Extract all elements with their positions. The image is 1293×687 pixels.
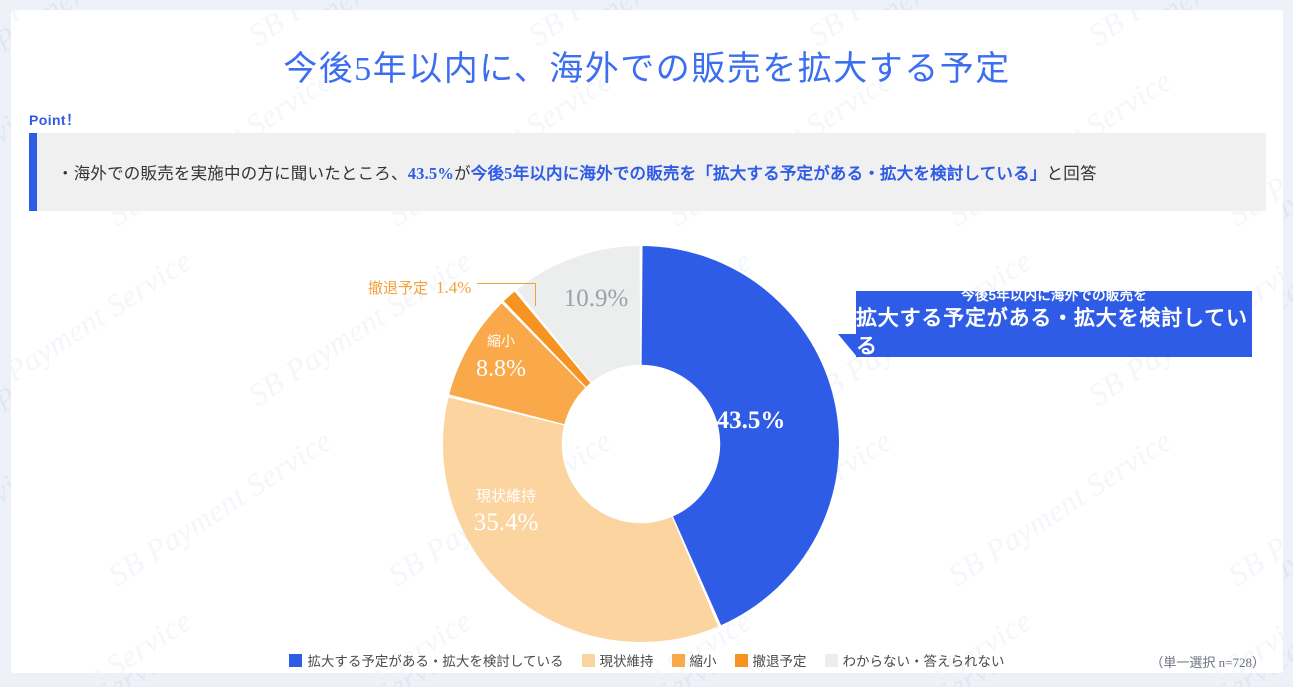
point-text-highlight-percent: 43.5%: [407, 164, 455, 183]
donut-slice[interactable]: わからない・答えられない 10.9%: [516, 246, 641, 383]
chart-legend: 拡大する予定がある・拡大を検討している 現状維持 縮小 撤退予定 わからない・答えられな…: [11, 650, 1283, 670]
point-label: Point！: [29, 112, 81, 128]
legend-item[interactable]: 縮小: [671, 650, 717, 670]
slice-value-withdraw: 1.4%: [436, 278, 472, 297]
legend-item[interactable]: わからない・答えられない: [824, 650, 1005, 670]
card-content: 今後5年以内に、海外での販売を拡大する予定 Point！ ・海外での販売を実施中…: [11, 10, 1283, 673]
legend-item[interactable]: 現状維持: [581, 650, 654, 670]
point-text-middle: が: [454, 164, 471, 183]
withdraw-leader-line: [477, 283, 536, 306]
donut-slices: 拡大する予定がある・拡大を検討している 43.5%現状維持 35.4%縮小 8.…: [442, 246, 840, 642]
donut-slice[interactable]: 拡大する予定がある・拡大を検討している 43.5%: [641, 246, 840, 626]
donut-chart-svg: 拡大する予定がある・拡大を検討している 43.5%現状維持 35.4%縮小 8.…: [442, 246, 840, 642]
point-callout-box: ・海外での販売を実施中の方に聞いたところ、43.5%が今後5年以内に海外での販売…: [29, 133, 1266, 211]
legend-label: 拡大する予定がある・拡大を検討している: [307, 654, 564, 669]
donut-slice[interactable]: 縮小 8.8%: [449, 303, 586, 425]
slice-label-withdraw: 撤退予定 1.4%: [368, 277, 471, 298]
callout-line-1: 今後5年以内に海外での販売を: [961, 288, 1147, 303]
callout-tail: [838, 334, 858, 358]
legend-item[interactable]: 撤退予定: [734, 650, 807, 670]
donut-slice[interactable]: 撤退予定 1.4%: [503, 291, 591, 387]
legend-swatch-icon: [581, 653, 595, 667]
donut-chart: 拡大する予定がある・拡大を検討している 43.5%現状維持 35.4%縮小 8.…: [11, 215, 1283, 673]
legend-swatch-icon: [671, 653, 685, 667]
legend-swatch-icon: [824, 653, 838, 667]
callout-line-2: 拡大する予定がある・拡大を検討している: [856, 307, 1248, 358]
legend-label: 縮小: [689, 654, 717, 669]
legend-swatch-icon: [289, 653, 303, 667]
donut-slice[interactable]: 現状維持 35.4%: [442, 397, 719, 642]
legend-label: 現状維持: [599, 654, 654, 669]
highlight-callout: 今後5年以内に海外での販売を 拡大する予定がある・拡大を検討している: [856, 288, 1252, 358]
legend-swatch-icon: [734, 653, 748, 667]
slice-name-withdraw: 撤退予定: [368, 281, 429, 297]
legend-label: 撤退予定: [752, 654, 807, 669]
point-text-suffix: と回答: [1046, 164, 1097, 183]
legend-item[interactable]: 拡大する予定がある・拡大を検討している: [289, 650, 564, 670]
point-text-prefix: ・海外での販売を実施中の方に聞いたところ、: [57, 164, 408, 183]
point-text-highlight-phrase: 今後5年以内に海外での販売を「拡大する予定がある・拡大を検討している」: [470, 164, 1047, 183]
point-accent-bar: [29, 133, 37, 211]
legend-label: わからない・答えられない: [842, 654, 1005, 669]
point-text: ・海外での販売を実施中の方に聞いたところ、43.5%が今後5年以内に海外での販売…: [37, 160, 1097, 184]
page-title: 今後5年以内に、海外での販売を拡大する予定: [283, 51, 1011, 88]
footnote: （単一選択 n=728）: [1150, 655, 1265, 670]
